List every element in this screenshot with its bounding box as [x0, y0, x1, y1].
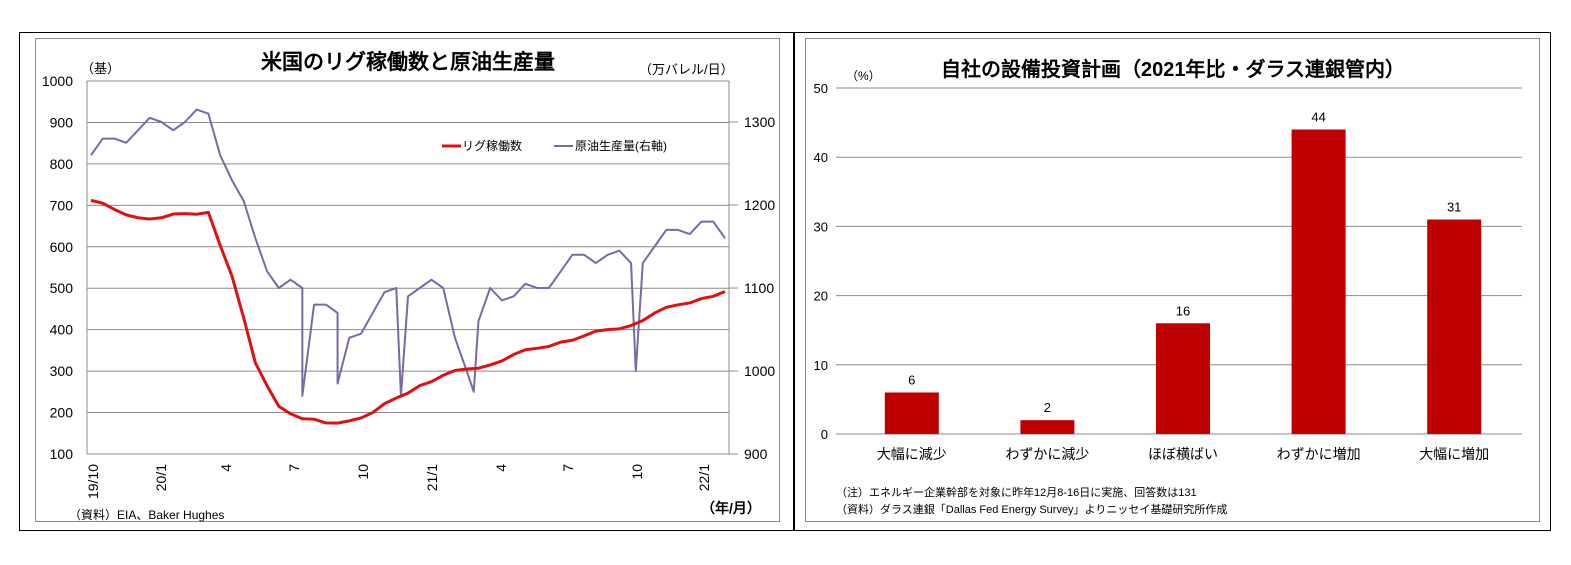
bar-y-tick-label: 10	[814, 358, 828, 373]
line-chart-gridlines	[87, 80, 738, 414]
x-tick-label: 7	[286, 464, 302, 472]
x-tick-label: 20/1	[153, 464, 169, 491]
bar-category-label: わずかに減少	[1005, 446, 1089, 462]
bar-chart-panel: 50 40 30 20 10 0 6 2 16 44 31 大幅に減少 わずかに減少 ほぼ横ばい わずか…	[805, 38, 1540, 522]
bar-category-label: ほぼ横ばい	[1148, 446, 1218, 462]
right-tick-label: 900	[744, 446, 768, 462]
left-axis-unit: （基）	[81, 61, 120, 76]
legend: リグ稼働数 原油生産量(右軸)	[442, 138, 667, 153]
x-tick-label: 21/1	[424, 464, 440, 491]
bar-chart-source: （資料）ダラス連銀「Dallas Fed Energy Survey」よりニッセ…	[836, 504, 1228, 516]
bar-value-label: 44	[1311, 110, 1325, 125]
right-axis-unit: （万バレル/日）	[639, 62, 734, 77]
left-tick-label: 700	[50, 197, 74, 213]
bar-y-axis-unit: （%）	[846, 69, 881, 83]
line-chart-panel: 1000 900 800 700 600 500 400 300 200 100 1300 1200…	[35, 38, 780, 522]
bar	[1156, 323, 1210, 434]
bar	[884, 392, 939, 434]
right-axis-ticks: 1300 1200 1100 1000 900	[744, 114, 775, 462]
right-tick-label: 1100	[744, 280, 774, 296]
oil-production-line	[90, 108, 726, 397]
right-tick-label: 1300	[744, 114, 775, 130]
legend-rig-label: リグ稼働数	[462, 138, 522, 153]
bar-y-tick-label: 30	[814, 219, 828, 234]
x-tick-label: 4	[493, 464, 509, 472]
bar-chart-title: 自社の設備投資計画（2021年比・ダラス連銀管内）	[941, 57, 1405, 81]
bar-value-label: 6	[908, 372, 915, 387]
x-tick-label: 4	[218, 464, 234, 472]
left-tick-label: 600	[50, 239, 74, 255]
left-tick-label: 800	[50, 156, 74, 172]
left-tick-label: 300	[50, 363, 74, 379]
bar-y-tick-label: 50	[814, 81, 828, 96]
bar-value-label: 16	[1176, 303, 1190, 318]
bar	[1020, 420, 1075, 434]
right-tick-label: 1200	[744, 197, 775, 213]
x-axis-ticks: 19/10 20/1 4 7 10 21/1 4 7 10 22/1	[85, 464, 712, 499]
bar-x-axis-labels: 大幅に減少 わずかに減少 ほぼ横ばい わずかに増加 大幅に増加	[877, 446, 1489, 462]
bar-category-label: わずかに増加	[1277, 446, 1361, 462]
left-tick-label: 900	[50, 114, 74, 130]
figure-frame	[19, 32, 1551, 531]
bar-y-axis-ticks: 50 40 30 20 10 0	[814, 81, 828, 442]
legend-oil-label: 原油生産量(右軸)	[575, 138, 667, 153]
x-tick-label: 22/1	[696, 464, 712, 491]
bar-y-tick-label: 20	[814, 289, 828, 304]
left-axis-ticks: 1000 900 800 700 600 500 400 300 200 100	[42, 73, 73, 462]
bar	[1427, 219, 1482, 434]
line-chart-axes	[86, 81, 738, 455]
line-chart: 1000 900 800 700 600 500 400 300 200 100 1300 1200…	[42, 50, 776, 522]
bar-category-label: 大幅に増加	[1419, 446, 1489, 462]
bar-category-label: 大幅に減少	[877, 446, 947, 462]
x-tick-label: 7	[560, 464, 576, 472]
x-tick-label: 19/10	[85, 464, 101, 499]
left-tick-label: 400	[50, 322, 74, 338]
bar-chart-footnote: （注）エネルギー企業幹部を対象に昨年12月8-16日に実施、回答数は131	[836, 487, 1197, 499]
right-tick-label: 1000	[744, 363, 775, 379]
rig-count-line	[90, 198, 726, 425]
left-tick-label: 100	[50, 446, 74, 462]
bar-value-label: 31	[1447, 199, 1461, 214]
bar-y-tick-label: 0	[821, 427, 828, 442]
bar-y-tick-label: 40	[814, 150, 828, 165]
x-axis-unit: （年/月）	[701, 500, 761, 516]
bar	[1291, 129, 1346, 434]
x-tick-label: 10	[629, 464, 645, 480]
left-tick-label: 500	[50, 280, 74, 296]
line-chart-series	[90, 108, 726, 425]
bar-chart: 50 40 30 20 10 0 6 2 16 44 31 大幅に減少 わずかに減少 ほぼ横ばい わずか…	[814, 57, 1522, 462]
left-tick-label: 1000	[42, 73, 73, 89]
panel-divider	[793, 32, 795, 531]
line-chart-title: 米国のリグ稼働数と原油生産量	[261, 50, 555, 74]
left-tick-label: 200	[50, 405, 74, 421]
bar-chart-bars: 6 2 16 44 31	[884, 110, 1482, 434]
bar-value-label: 2	[1044, 400, 1051, 415]
x-tick-label: 10	[355, 464, 371, 480]
source-note: （資料）EIA、Baker Hughes	[69, 508, 224, 522]
